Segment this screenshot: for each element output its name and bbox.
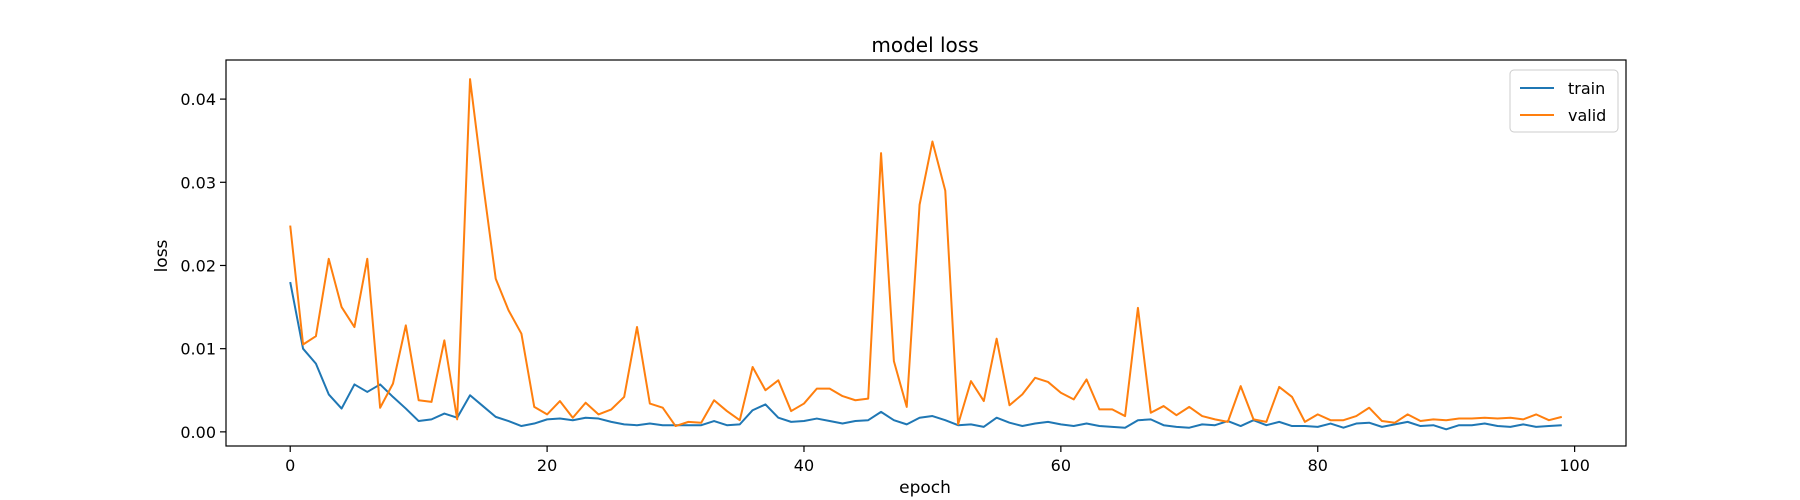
y-tick-label: 0.04 bbox=[180, 90, 216, 109]
y-tick-label: 0.01 bbox=[180, 340, 216, 359]
x-tick-label: 20 bbox=[537, 456, 557, 475]
plot-frame bbox=[225, 59, 1627, 447]
legend-label-valid: valid bbox=[1568, 106, 1606, 125]
x-axis: 0 20 40 60 80 100 bbox=[285, 446, 1590, 475]
chart-title: model loss bbox=[871, 33, 978, 57]
x-tick-label: 0 bbox=[285, 456, 295, 475]
legend-box bbox=[1509, 69, 1619, 133]
x-tick-label: 40 bbox=[794, 456, 814, 475]
y-axis-label: loss bbox=[152, 239, 172, 272]
plot-area bbox=[225, 59, 1627, 447]
x-tick-label: 60 bbox=[1051, 456, 1071, 475]
x-tick-label: 100 bbox=[1559, 456, 1590, 475]
y-tick-label: 0.02 bbox=[180, 256, 216, 275]
series-line-train bbox=[289, 281, 1562, 431]
legend-label-train: train bbox=[1568, 79, 1605, 98]
x-axis-label: epoch bbox=[899, 478, 951, 498]
y-tick-label: 0.00 bbox=[180, 423, 216, 442]
y-tick-label: 0.03 bbox=[180, 173, 216, 192]
x-tick-label: 80 bbox=[1308, 456, 1328, 475]
series-line-valid bbox=[289, 78, 1563, 428]
legend: train valid bbox=[1509, 69, 1619, 133]
y-axis: 0.00 0.01 0.02 0.03 0.04 bbox=[180, 90, 226, 442]
